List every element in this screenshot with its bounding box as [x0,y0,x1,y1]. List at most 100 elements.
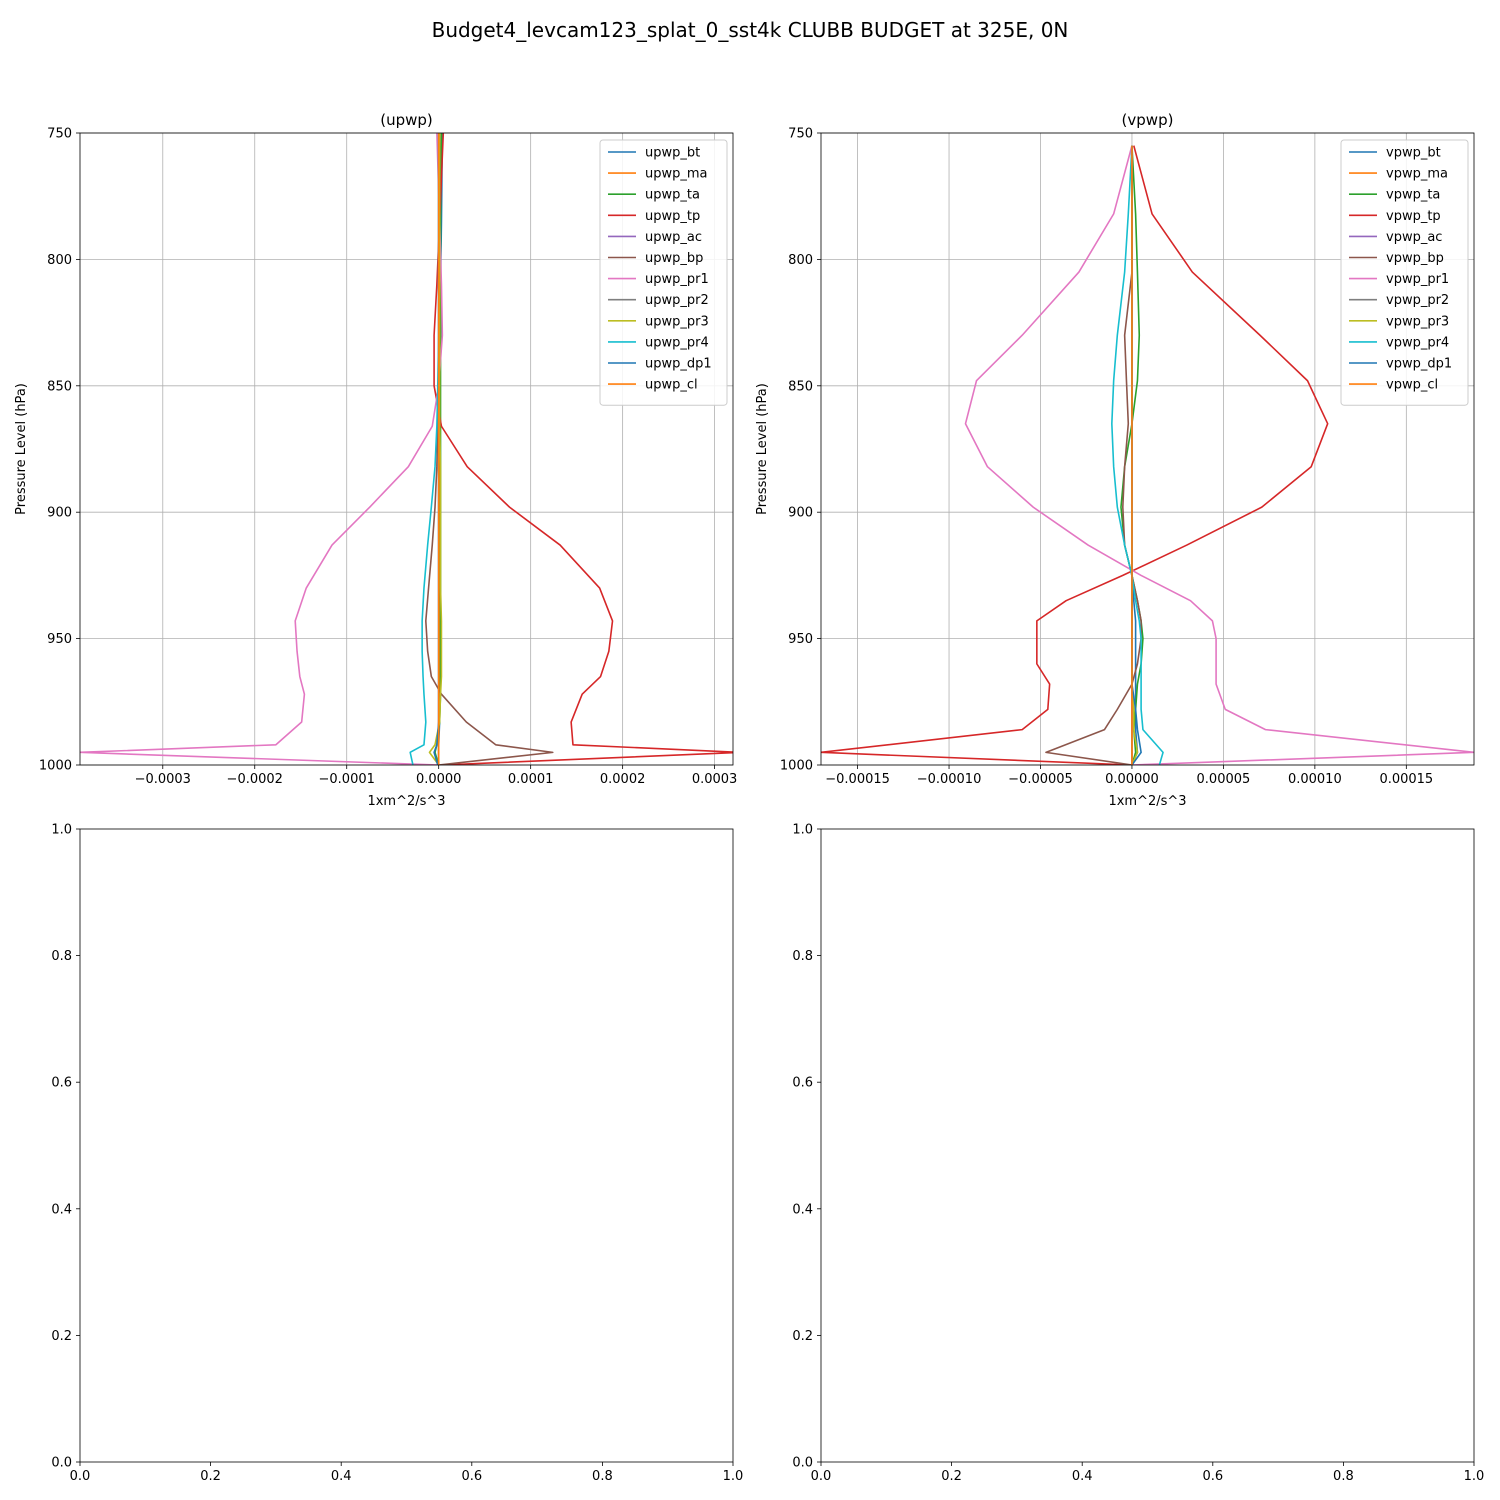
y-tick-label: 0.4 [792,1202,813,1217]
axes-spines [79,132,734,766]
x-tick-label: 0.8 [592,1469,613,1484]
y-tick-label: 800 [47,253,72,268]
x-tick-label: 0.6 [461,1469,482,1484]
y-tick-label: 0.2 [51,1329,72,1344]
x-tick-label: −0.0002 [227,772,283,787]
series-group [80,133,733,765]
x-tick-label: 0.0000 [416,772,462,787]
axes-spines [820,828,1475,1463]
y-tick-label: 800 [788,253,813,268]
figure-suptitle: Budget4_levcam123_splat_0_sst4k CLUBB BU… [432,18,1069,42]
y-tick-label: 0.2 [792,1329,813,1344]
x-tick-label: 0.0002 [600,772,646,787]
legend-frame [599,139,728,406]
legend-label: vpwp_pr2 [1386,293,1449,308]
legend-label: upwp_pr1 [645,272,709,287]
legend-label: upwp_dp1 [645,357,712,372]
y-tick-label: 1.0 [51,823,72,838]
legend-label: upwp_bt [645,146,700,161]
legend-label: upwp_cl [645,378,698,393]
series-line-upwp_pr1 [80,133,444,765]
legend-label: vpwp_pr3 [1386,314,1449,329]
series-line-vpwp_tp [821,145,1329,765]
legend-label: upwp_ac [645,230,702,245]
x-axis-label: 1xm^2/s^3 [1108,794,1186,809]
legend: upwp_bt upwp_ma upwp_ta upwp_tp upwp_ac upwp_… [599,139,728,406]
x-tick-label: −0.0003 [135,772,191,787]
y-tick-label: 0.6 [792,1076,813,1091]
x-tick-label: −0.0001 [319,772,375,787]
series-line-vpwp_pr1 [964,145,1474,765]
y-tick-label: 900 [788,506,813,521]
y-tick-label: 1000 [780,759,813,774]
series-line-upwp_tp [433,133,733,765]
legend-label: upwp_ma [645,167,708,182]
legend-label: vpwp_bt [1386,146,1441,161]
legend-label: vpwp_pr1 [1386,272,1449,287]
axes-title: (upwp) [380,111,433,129]
x-tick-label: 0.0001 [508,772,554,787]
x-tick-label: 0.0 [811,1469,832,1484]
y-tick-label: 900 [47,506,72,521]
axes-2: −0.00015 −0.00010 −0.00005 0.00000 0.00005 0.… [755,111,1475,809]
x-tick-label: 0.0 [70,1469,91,1484]
x-tick-label: 1.0 [723,1469,744,1484]
x-tick-label: 0.4 [331,1469,352,1484]
y-tick-label: 750 [788,127,813,142]
y-tick-label: 0.0 [792,1456,813,1471]
y-tick-label: 950 [788,632,813,647]
axes-title: (vpwp) [1122,111,1174,129]
y-tick-label: 1000 [39,759,72,774]
y-axis-label: Pressure Level (hPa) [755,383,770,515]
axes-3: 0.0 0.2 0.4 0.6 0.8 1.0 0.0 0.2 0.4 0.6 0.8 1.0 [51,823,743,1485]
legend-label: vpwp_dp1 [1386,357,1452,372]
y-axis-label: Pressure Level (hPa) [14,383,29,515]
legend-label: upwp_bp [645,251,703,266]
legend-label: vpwp_cl [1386,378,1438,393]
legend-label: upwp_pr2 [645,293,709,308]
y-tick-label: 850 [788,379,813,394]
axes-spines [79,828,734,1463]
y-tick-label: 850 [47,379,72,394]
y-tick-label: 0.4 [51,1202,72,1217]
legend: vpwp_bt vpwp_ma vpwp_ta vpwp_tp vpwp_ac vpwp_… [1340,139,1469,406]
legend-label: upwp_ta [645,188,700,203]
legend-frame [1340,139,1469,406]
plot-area [821,829,1474,1462]
axes-spines [820,132,1475,766]
x-tick-label: −0.00010 [917,772,982,787]
legend-label: upwp_tp [645,209,700,224]
x-tick-label: −0.00015 [825,772,890,787]
x-tick-label: 0.2 [941,1469,962,1484]
y-tick-label: 950 [47,632,72,647]
legend-label: vpwp_bp [1386,251,1444,266]
legend-label: vpwp_ta [1386,188,1440,203]
x-tick-label: 0.8 [1333,1469,1354,1484]
legend-label: vpwp_pr4 [1386,335,1449,350]
legend-label: vpwp_tp [1386,209,1441,224]
y-tick-label: 0.0 [51,1456,72,1471]
legend-label: vpwp_ma [1386,167,1448,182]
legend-label: upwp_pr3 [645,314,709,329]
y-tick-label: 0.6 [51,1076,72,1091]
y-tick-label: 1.0 [792,823,813,838]
x-tick-label: 0.00005 [1197,772,1251,787]
x-tick-label: 0.2 [200,1469,221,1484]
axes-4: 0.0 0.2 0.4 0.6 0.8 1.0 0.0 0.2 0.4 0.6 0.8 1.0 [792,823,1484,1485]
plot-area [80,829,733,1462]
x-axis-label: 1xm^2/s^3 [367,794,445,809]
x-tick-label: 1.0 [1464,1469,1485,1484]
x-tick-label: 0.6 [1202,1469,1223,1484]
x-tick-label: 0.00010 [1288,772,1342,787]
y-tick-label: 0.8 [51,949,72,964]
x-tick-label: 0.0003 [692,772,738,787]
x-tick-label: −0.00005 [1008,772,1073,787]
y-tick-label: 750 [47,127,72,142]
x-tick-label: 0.4 [1072,1469,1093,1484]
x-tick-label: 0.00000 [1105,772,1159,787]
legend-label: upwp_pr4 [645,335,709,350]
series-group [821,145,1474,765]
legend-label: vpwp_ac [1386,230,1442,245]
y-tick-label: 0.8 [792,949,813,964]
